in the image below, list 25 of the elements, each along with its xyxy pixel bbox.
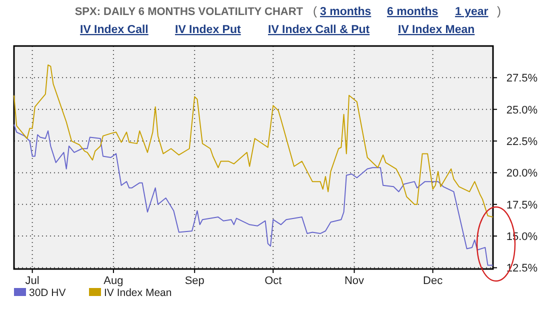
text: 1 year: [455, 6, 489, 18]
x-tick-label: Nov: [344, 275, 365, 287]
y-tick-label: 27.5%: [506, 72, 538, 85]
legend-label: IV Index Mean: [104, 287, 172, 299]
x-tick-label: Jul: [25, 275, 40, 287]
x-tick-label: Aug: [104, 275, 124, 287]
chart-title: SPX: DAILY 6 MONTHS VOLATILITY CHART: [74, 6, 304, 18]
y-tick-label: 17.5%: [506, 199, 538, 212]
legend-label: 30D HV: [29, 287, 66, 299]
x-tick-label: Oct: [264, 275, 282, 287]
text: ): [497, 4, 501, 18]
text: IV Index Call: [80, 24, 148, 36]
text: (: [313, 4, 317, 18]
y-tick-label: 22.5%: [506, 136, 538, 148]
text: 3 months: [320, 6, 372, 18]
line-series: [14, 124, 494, 266]
x-tick-label: Sep: [184, 275, 204, 287]
line-series: [14, 64, 494, 218]
text: IV Index Put: [175, 24, 241, 36]
text: IV Index Mean: [398, 24, 475, 36]
y-tick-label: 20.0%: [506, 168, 538, 180]
text: 6 months: [387, 6, 438, 18]
y-tick-label: 25.0%: [506, 104, 538, 116]
text: IV Index Call & Put: [268, 24, 370, 36]
x-tick-label: Dec: [423, 275, 444, 287]
